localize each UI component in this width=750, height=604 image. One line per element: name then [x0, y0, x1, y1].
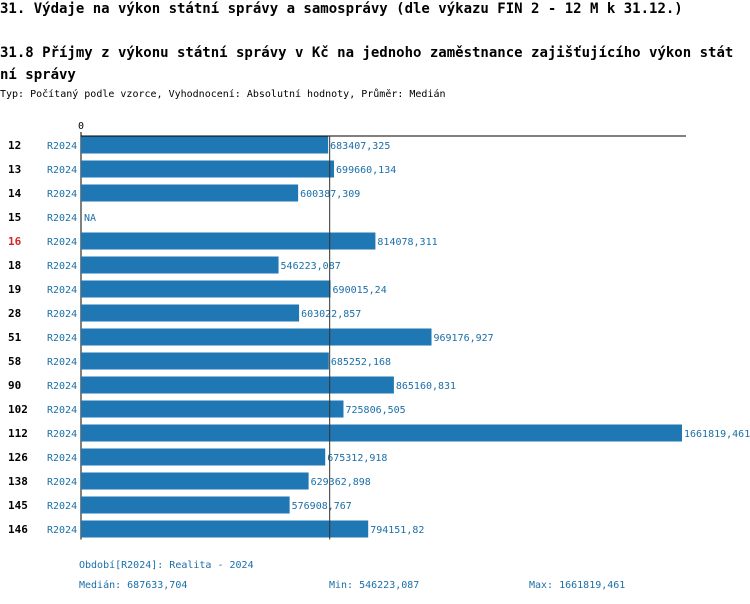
bar [81, 520, 369, 538]
period-label: R2024 [47, 501, 77, 512]
value-label: 683407,325 [330, 141, 390, 152]
bar [81, 352, 329, 370]
period-label: R2024 [47, 237, 77, 248]
category-label: 16 [8, 235, 22, 248]
value-label: 675312,918 [327, 453, 387, 464]
category-label: 19 [8, 283, 21, 296]
value-label: 725806,505 [345, 405, 405, 416]
period-label: R2024 [47, 357, 77, 368]
value-label: 600387,309 [300, 189, 360, 200]
chart-subtitle: 31.8 Příjmy z výkonu státní správy v Kč … [0, 45, 734, 83]
category-label: 146 [8, 523, 28, 536]
period-label: R2024 [47, 525, 77, 536]
value-label: 794151,82 [370, 525, 424, 536]
bar [81, 448, 326, 466]
period-label: R2024 [47, 165, 77, 176]
value-label: 865160,831 [396, 381, 456, 392]
chart-type-info: Typ: Počítaný podle vzorce, Vyhodnocení:… [0, 89, 446, 100]
value-label: 685252,168 [331, 357, 391, 368]
bar [81, 376, 394, 394]
category-label: 145 [8, 499, 28, 512]
bar [81, 280, 331, 298]
period-label: R2024 [47, 477, 77, 488]
category-label: 13 [8, 163, 21, 176]
bar [81, 400, 344, 418]
category-label: 90 [8, 379, 21, 392]
bar [81, 304, 300, 322]
category-label: 12 [8, 139, 21, 152]
bar [81, 160, 335, 178]
period-label: R2024 [47, 309, 77, 320]
footer-max: Max: 1661819,461 [529, 580, 626, 591]
bar [81, 328, 432, 346]
value-label: 969176,927 [434, 333, 494, 344]
value-label: NA [84, 213, 96, 224]
period-label: R2024 [47, 189, 77, 200]
bar [81, 424, 682, 442]
period-label: R2024 [47, 429, 77, 440]
period-label: R2024 [47, 333, 77, 344]
category-label: 138 [8, 475, 28, 488]
bar [81, 232, 376, 250]
category-label: 14 [8, 187, 22, 200]
category-label: 51 [8, 331, 22, 344]
value-label: 690015,24 [333, 285, 387, 296]
footer-period: Období[R2024]: Realita - 2024 [79, 560, 254, 571]
category-label: 15 [8, 211, 21, 224]
value-label: 629362,898 [311, 477, 371, 488]
value-label: 546223,087 [281, 261, 341, 272]
period-label: R2024 [47, 261, 77, 272]
period-label: R2024 [47, 141, 77, 152]
category-label: 28 [8, 307, 21, 320]
zero-tick-label: 0 [78, 121, 84, 132]
bar [81, 496, 290, 514]
period-label: R2024 [47, 453, 77, 464]
category-label: 112 [8, 427, 28, 440]
value-label: 1661819,461 [684, 429, 750, 440]
category-label: 126 [8, 451, 28, 464]
category-label: 102 [8, 403, 28, 416]
value-label: 699660,134 [336, 165, 396, 176]
bar [81, 136, 329, 154]
value-label: 576908,767 [292, 501, 352, 512]
value-label: 603022,857 [301, 309, 361, 320]
footer-min: Min: 546223,087 [329, 580, 420, 591]
period-label: R2024 [47, 381, 77, 392]
value-label: 814078,311 [377, 237, 437, 248]
category-label: 58 [8, 355, 21, 368]
period-label: R2024 [47, 405, 77, 416]
bar [81, 256, 279, 274]
page-title: 31. Výdaje na výkon státní správy a samo… [0, 1, 683, 17]
footer-median: Medián: 687633,704 [79, 580, 188, 591]
period-label: R2024 [47, 213, 77, 224]
period-label: R2024 [47, 285, 77, 296]
category-label: 18 [8, 259, 21, 272]
bar [81, 184, 299, 202]
bar [81, 472, 309, 490]
